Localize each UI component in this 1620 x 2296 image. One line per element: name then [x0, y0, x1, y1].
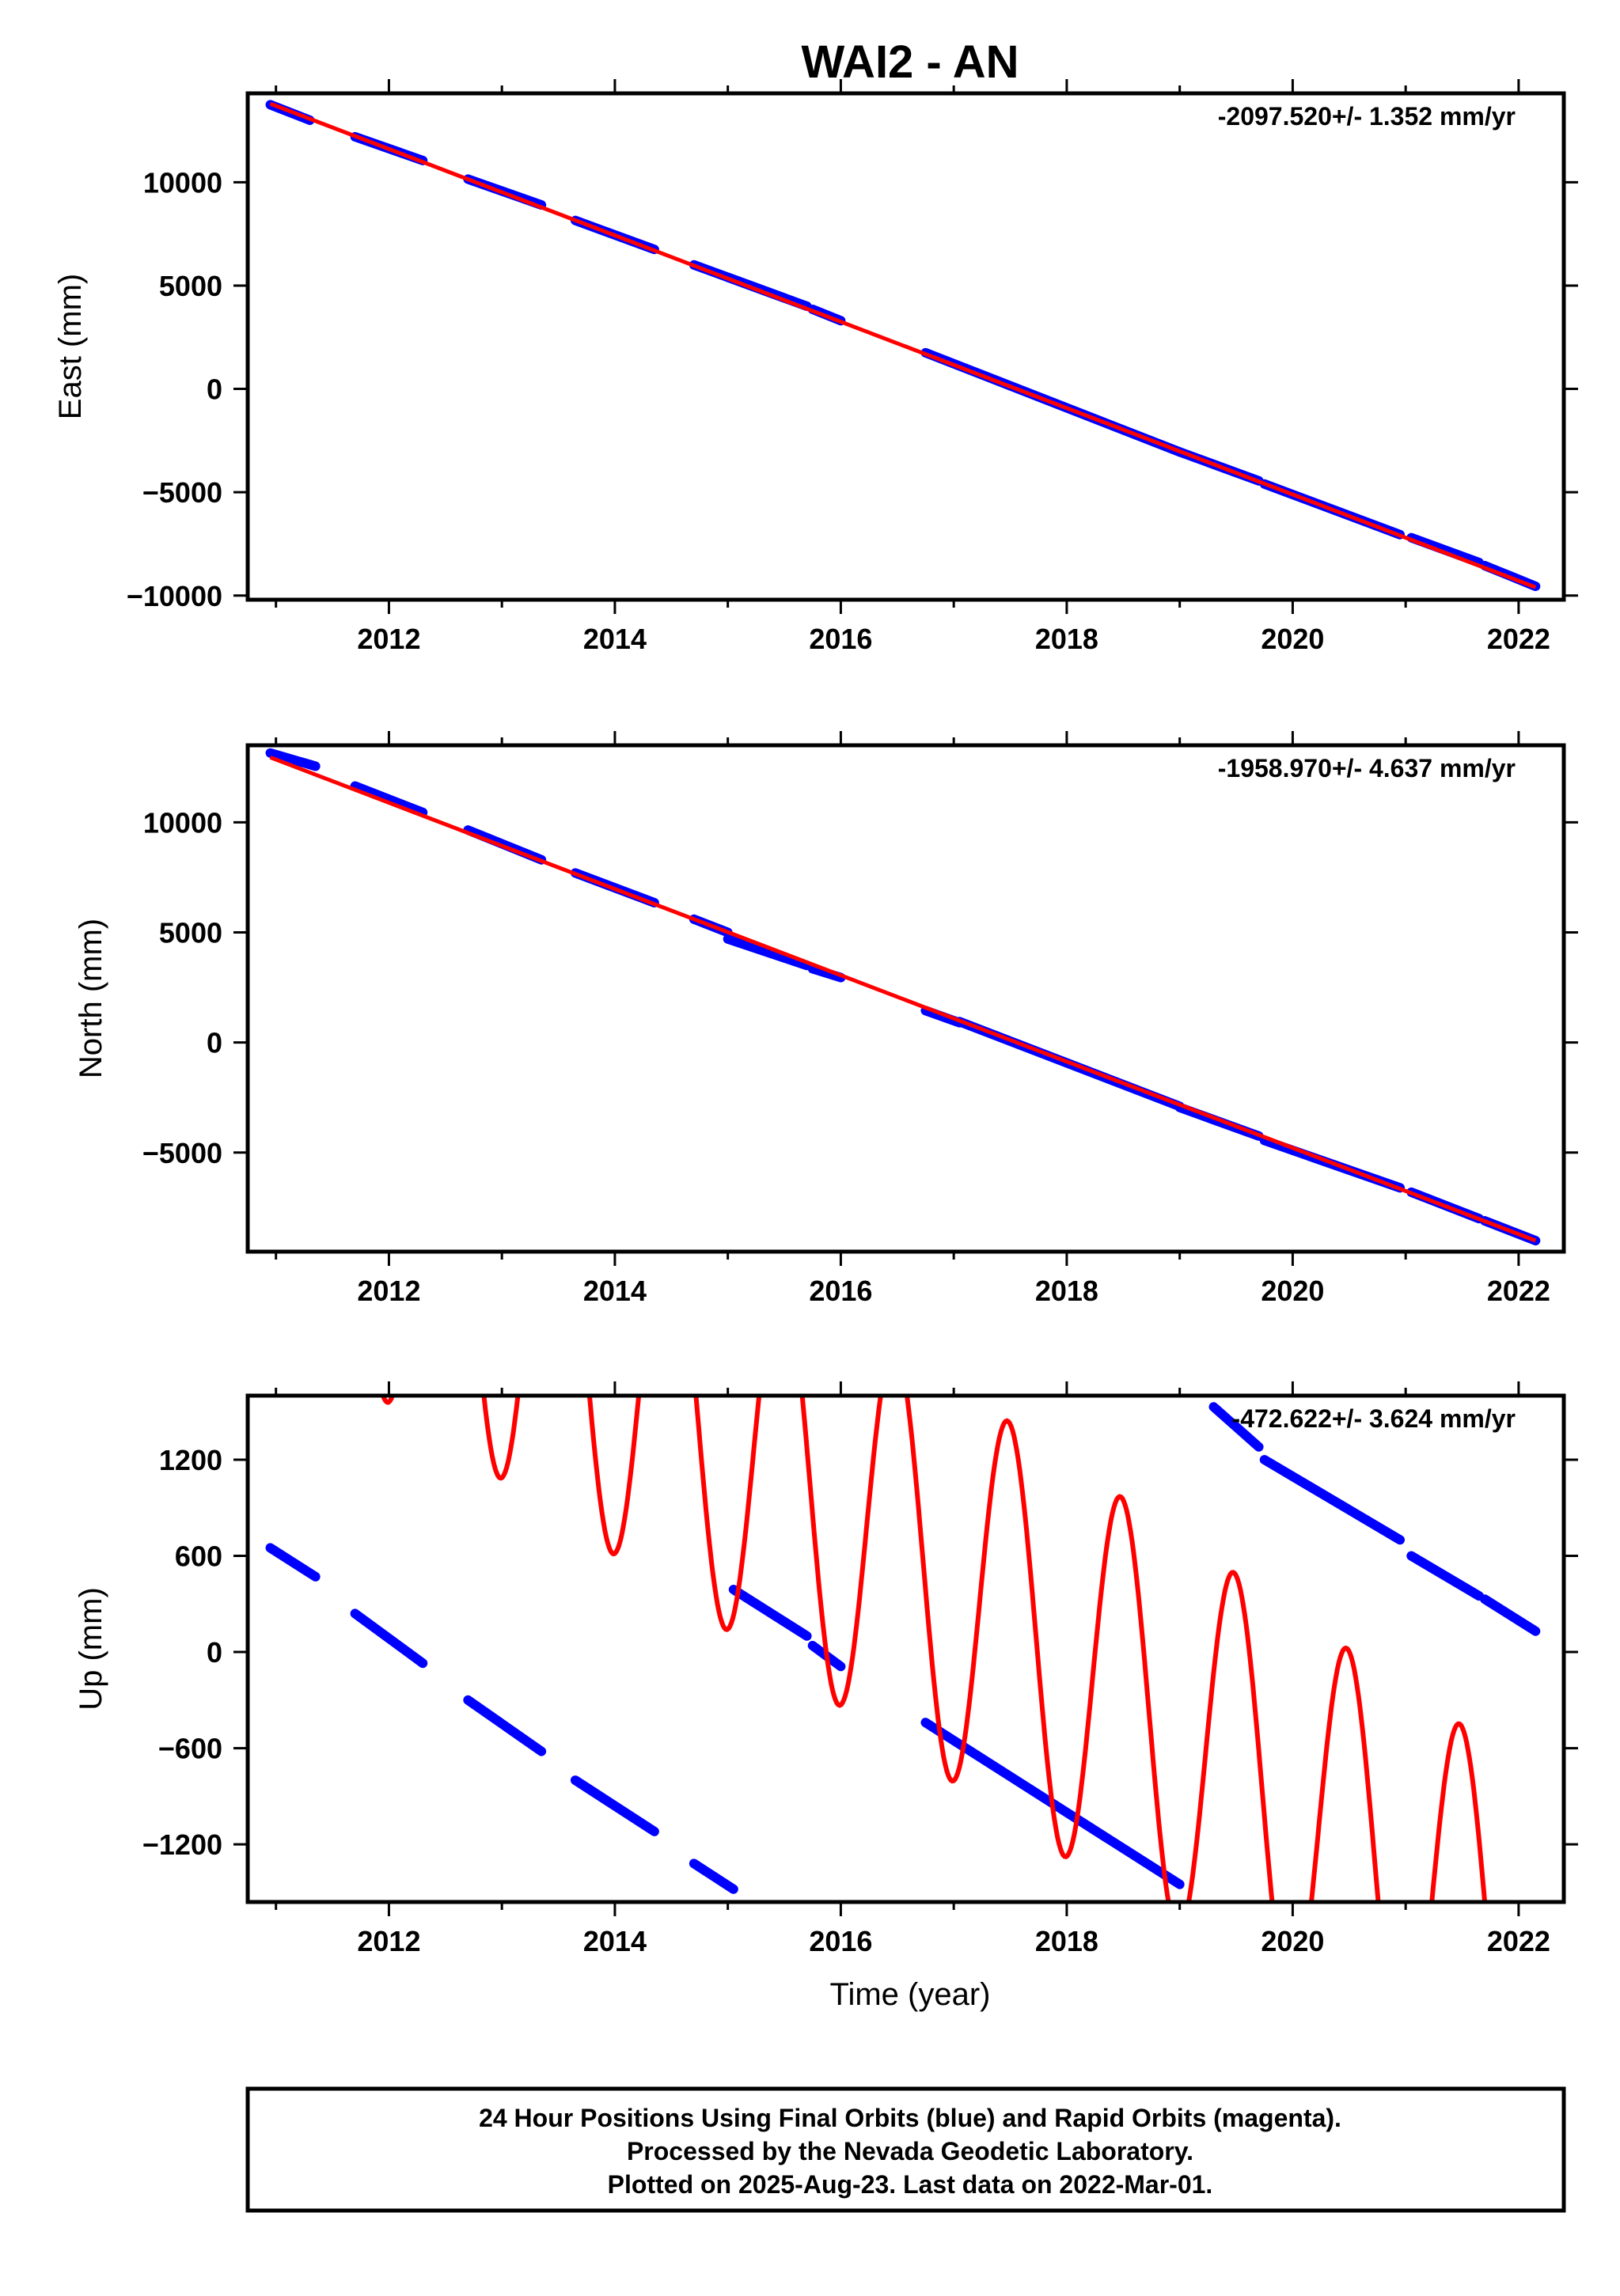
up-y-tick-label: 1200: [159, 1444, 222, 1476]
up-x-tick-label: 2020: [1261, 1925, 1324, 1957]
up-data-layer: [265, 1396, 1541, 1902]
up-y-tick-label: 0: [207, 1636, 222, 1669]
up-x-tick-label: 2014: [583, 1925, 647, 1957]
north-data-layer: [265, 748, 1541, 1246]
north-x-tick-label: 2022: [1487, 1275, 1550, 1307]
up-final-orbit-segment-4: [689, 1858, 738, 1894]
up-final-orbit-segment-8: [1208, 1402, 1264, 1452]
up-x-tick-label: 2016: [809, 1925, 872, 1957]
east-axes: 2012 2014 2016 2018 2020 2022 −10000 −5000 0 5000…: [127, 79, 1578, 655]
east-x-tick-label: 2014: [583, 623, 647, 655]
east-data-layer: [265, 100, 1541, 592]
east-final-orbit-segment-10: [1406, 532, 1484, 567]
east-rate-label: -2097.520+/- 1.352 mm/yr: [1218, 102, 1516, 131]
up-final-orbit-segment-0: [265, 1543, 321, 1582]
up-y-tick-label: 600: [175, 1540, 222, 1573]
panel-north: 2012 2014 2016 2018 2020 2022−50000500010000 …: [74, 731, 1578, 1307]
up-final-orbit-segment-9: [1259, 1455, 1406, 1545]
north-frame: [245, 743, 1566, 1254]
north-final-orbit-segment-6: [807, 964, 846, 983]
north-final-orbit-segment-7: [920, 1006, 965, 1028]
north-final-orbit-segment-5: [723, 934, 812, 971]
east-y-tick-label: 0: [207, 373, 222, 406]
panel-up: 2012 2014 2016 2018 2020 2022 −1200 −600 0 600 120…: [74, 1381, 1578, 2012]
footer-frame: [245, 2086, 1566, 2213]
east-frame: [245, 91, 1566, 602]
east-x-tick-label: 2022: [1487, 623, 1550, 655]
up-y-axis-label: Up (mm): [74, 1587, 108, 1711]
up-final-orbit-segment-10: [1406, 1551, 1484, 1601]
up-frame: [245, 1393, 1566, 1904]
up-x-tick-label: 2022: [1487, 1925, 1550, 1957]
up-rate-label: -472.622+/- 3.624 mm/yr: [1232, 1404, 1516, 1433]
north-y-tick-label: 10000: [143, 806, 222, 839]
figure-title: WAI2 - AN: [802, 36, 1019, 88]
east-y-tick-label: −5000: [142, 476, 222, 509]
north-y-tick-label: −5000: [142, 1137, 222, 1169]
footer-line-2: Processed by the Nevada Geodetic Laborat…: [627, 2137, 1193, 2165]
north-x-tick-label: 2016: [809, 1275, 872, 1307]
east-x-tick-label: 2020: [1261, 623, 1324, 655]
up-x-tick-label: 2018: [1035, 1925, 1098, 1957]
north-y-axis-label: North (mm): [74, 919, 108, 1078]
east-y-tick-label: 5000: [159, 270, 222, 302]
up-y-tick-label: −1200: [142, 1828, 222, 1861]
up-final-orbit-segment-5: [728, 1585, 812, 1641]
east-y-tick-label: −10000: [127, 580, 222, 612]
east-model-fit-line: [269, 101, 1537, 589]
east-y-axis-label: East (mm): [53, 274, 88, 419]
north-final-orbit-segment-0: [265, 748, 321, 771]
north-y-tick-label: 0: [207, 1027, 222, 1059]
east-y-tick-label: 10000: [143, 166, 222, 199]
east-x-tick-label: 2016: [809, 623, 872, 655]
footer-box: 24 Hour Positions Using Final Orbits (bl…: [245, 2086, 1566, 2213]
north-y-tick-label: 5000: [159, 917, 222, 949]
north-x-tick-label: 2014: [583, 1275, 647, 1307]
north-x-tick-label: 2018: [1035, 1275, 1098, 1307]
east-x-tick-label: 2012: [357, 623, 420, 655]
north-rate-label: -1958.970+/- 4.637 mm/yr: [1218, 754, 1516, 782]
east-x-tick-label: 2018: [1035, 623, 1098, 655]
up-y-tick-label: −600: [158, 1733, 222, 1765]
up-axes: 2012 2014 2016 2018 2020 2022 −1200 −600 0 600 120…: [142, 1381, 1578, 1957]
north-x-tick-label: 2012: [357, 1275, 420, 1307]
up-final-orbit-segment-3: [570, 1775, 659, 1836]
up-final-orbit-segment-1: [350, 1608, 428, 1669]
up-x-tick-label: 2012: [357, 1925, 420, 1957]
panel-east: 2012 2014 2016 2018 2020 2022 −10000 −5000 0 5000…: [53, 79, 1578, 655]
up-model-fit-curve: [380, 1396, 1488, 1902]
north-final-orbit-segment-1: [350, 781, 428, 817]
north-model-fit-line: [269, 755, 1537, 1243]
up-final-orbit-segment-2: [463, 1695, 547, 1756]
up-final-orbit-segment-11: [1480, 1594, 1541, 1636]
x-axis-label: Time (year): [830, 1977, 991, 2012]
footer-line-3: Plotted on 2025-Aug-23. Last data on 202…: [608, 2170, 1213, 2199]
north-axes: 2012 2014 2016 2018 2020 2022 −5000 0 5000 10000: [142, 731, 1578, 1307]
north-x-tick-label: 2020: [1261, 1275, 1324, 1307]
footer-line-1: 24 Hour Positions Using Final Orbits (bl…: [479, 2104, 1341, 2132]
